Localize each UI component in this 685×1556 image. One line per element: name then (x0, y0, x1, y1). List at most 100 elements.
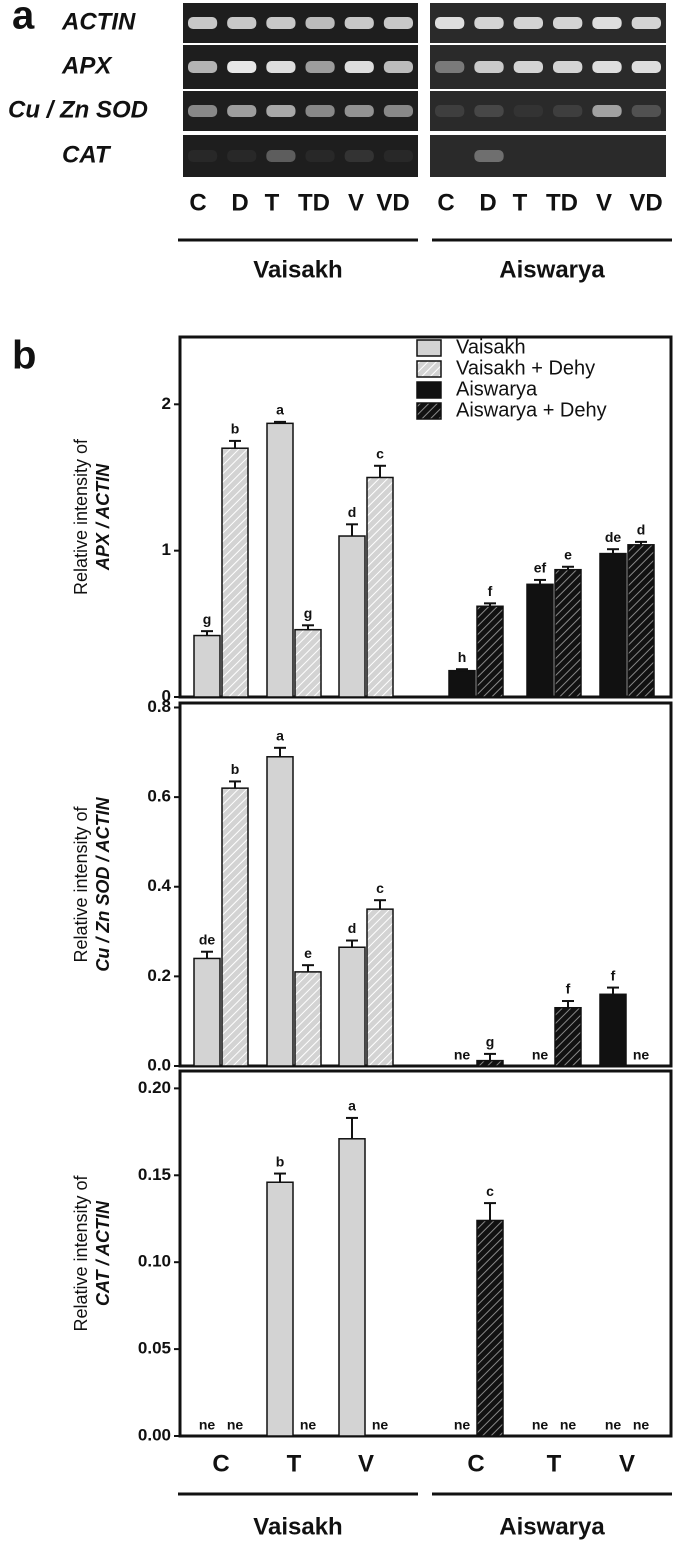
gel-lane-strip (430, 45, 666, 89)
bar (338, 1138, 366, 1437)
plot-frame (178, 1069, 673, 1438)
y-tick-label: 0.20 (138, 1078, 171, 1097)
y-axis-label: APX / ACTIN (93, 463, 113, 571)
significance-letter: ne (199, 1417, 216, 1433)
gene-label: APX (61, 52, 113, 79)
gel-band (344, 17, 374, 29)
bar (266, 422, 294, 698)
significance-letter: ne (227, 1417, 244, 1433)
significance-letter: ne (454, 1047, 471, 1063)
panel-label: a (12, 0, 35, 38)
gel-band (474, 61, 504, 73)
gel-band (344, 61, 374, 73)
significance-letter: b (231, 421, 240, 437)
significance-letter: e (304, 945, 312, 961)
legend-swatch (416, 381, 442, 399)
significance-letter: de (605, 529, 622, 545)
y-tick-label: 0.8 (147, 697, 171, 716)
gel-band (383, 150, 413, 162)
bar (221, 447, 249, 698)
gene-label: CAT (62, 141, 112, 168)
significance-letter: ne (633, 1417, 650, 1433)
gel-band (266, 150, 296, 162)
legend-swatch (416, 339, 442, 357)
gel-band (188, 17, 218, 29)
gel-band (188, 61, 218, 73)
gel-band (383, 61, 413, 73)
gel-band (631, 61, 661, 73)
y-tick-label: 0.2 (147, 966, 171, 985)
gel-band (592, 61, 622, 73)
bar (554, 568, 582, 698)
lane-label: D (479, 189, 496, 216)
gel-band (435, 17, 465, 29)
gel-band (305, 17, 335, 29)
gel-band (266, 17, 296, 29)
significance-letter: ne (372, 1417, 389, 1433)
gel-band (266, 105, 296, 117)
plot-frame (178, 701, 673, 1068)
bar (554, 1006, 582, 1067)
significance-letter: b (276, 1153, 285, 1169)
significance-letter: ne (560, 1417, 577, 1433)
significance-letter: b (231, 761, 240, 777)
significance-letter: d (637, 522, 646, 538)
y-tick-label: 0 (162, 686, 171, 705)
x-tick-label: C (212, 1450, 229, 1477)
significance-letter: de (199, 931, 216, 947)
x-tick-label: T (287, 1450, 302, 1477)
y-tick-label: 1 (162, 540, 171, 559)
significance-letter: c (486, 1183, 494, 1199)
gel-band (344, 150, 374, 162)
gel-lane-strip (430, 3, 666, 43)
legend-label: Vaisakh + Dehy (456, 357, 595, 379)
bar (294, 971, 322, 1067)
bar (476, 1219, 504, 1437)
gel-band (305, 150, 335, 162)
lane-label: TD (298, 189, 330, 216)
gel-band (474, 17, 504, 29)
lane-label: C (189, 189, 206, 216)
significance-letter: ne (605, 1417, 622, 1433)
gel-band (553, 17, 583, 29)
significance-letter: ne (300, 1417, 317, 1433)
significance-letter: g (486, 1034, 495, 1050)
group-label: Aiswarya (499, 1513, 605, 1540)
y-axis-label: Relative intensity of (71, 438, 91, 595)
gel-band (513, 105, 543, 117)
lane-label: C (437, 189, 454, 216)
bar (294, 628, 322, 698)
significance-letter: a (348, 1098, 356, 1114)
gel-band (305, 61, 335, 73)
gel-band (553, 105, 583, 117)
lane-label: TD (546, 189, 578, 216)
significance-letter: g (203, 611, 212, 627)
group-label: Vaisakh (253, 256, 342, 283)
gel-band (227, 105, 257, 117)
gel-band (227, 17, 257, 29)
significance-letter: c (376, 445, 384, 461)
gel-band (383, 17, 413, 29)
bar (193, 957, 221, 1067)
panel-label: b (12, 334, 36, 378)
gel-lane-strip (430, 91, 666, 131)
significance-letter: a (276, 402, 284, 418)
significance-letter: ne (532, 1047, 549, 1063)
lane-label: T (513, 189, 528, 216)
bar (599, 552, 627, 698)
significance-letter: f (488, 583, 493, 599)
x-tick-label: V (358, 1450, 374, 1477)
lane-label: VD (629, 189, 662, 216)
lane-label: D (231, 189, 248, 216)
bar (627, 544, 655, 698)
significance-letter: ne (633, 1047, 650, 1063)
gel-band (435, 61, 465, 73)
bar (476, 1059, 504, 1067)
significance-letter: d (348, 504, 357, 520)
bar (221, 787, 249, 1067)
bar (193, 634, 221, 698)
gel-band (631, 17, 661, 29)
bar (448, 669, 476, 698)
y-tick-label: 0.00 (138, 1425, 171, 1444)
